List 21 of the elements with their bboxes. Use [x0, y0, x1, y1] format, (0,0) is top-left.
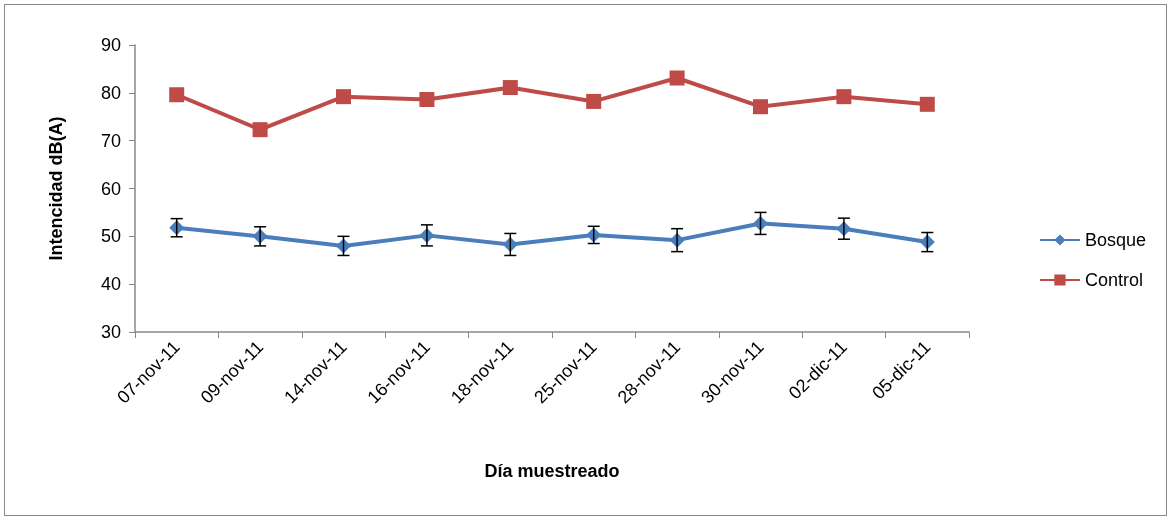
legend-label: Control — [1084, 270, 1143, 290]
point — [169, 87, 185, 103]
y-tick-label: 50 — [100, 226, 121, 247]
point — [419, 92, 435, 108]
point — [336, 89, 351, 105]
y-tick-label: 70 — [100, 130, 121, 151]
y-tick-label: 60 — [100, 178, 121, 199]
point — [502, 80, 518, 96]
point — [586, 93, 602, 109]
y-tick-label: 90 — [100, 35, 121, 55]
y-axis-title: Intencidad dB(A) — [46, 116, 66, 261]
point — [919, 96, 935, 112]
x-axis-title: Día muestreado — [484, 461, 620, 481]
y-tick-label: 30 — [100, 322, 121, 342]
y-tick-label: 40 — [100, 274, 121, 295]
y-tick-label: 80 — [100, 82, 121, 103]
point — [836, 89, 852, 105]
point — [252, 122, 268, 138]
point — [669, 70, 685, 86]
legend-label: Bosque — [1084, 230, 1147, 250]
point — [753, 99, 768, 115]
